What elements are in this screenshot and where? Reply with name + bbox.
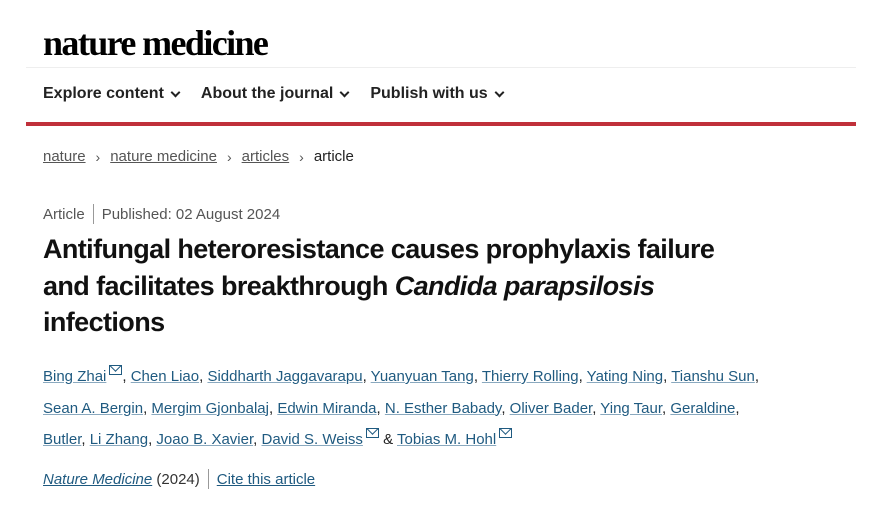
- chevron-right-icon: ›: [226, 148, 232, 165]
- chevron-down-icon: [494, 87, 505, 97]
- chevron-down-icon: [170, 87, 181, 97]
- author-link[interactable]: Joao B. Xavier: [156, 431, 254, 448]
- author-link[interactable]: Bing Zhai: [43, 368, 107, 385]
- author-link[interactable]: Geraldine: [670, 399, 736, 417]
- author-link[interactable]: Ying Taur: [600, 399, 663, 417]
- author-link[interactable]: Thierry Rolling: [481, 368, 579, 385]
- journal-link[interactable]: Nature Medicine: [43, 470, 153, 488]
- author-link[interactable]: N. Esther Babady: [384, 399, 502, 417]
- author-link[interactable]: Oliver Bader: [509, 399, 593, 417]
- main-nav: Explore content About the journal Publis…: [43, 85, 505, 103]
- title-line: Antifungal heteroresistance causes proph…: [43, 234, 715, 264]
- nav-publish-with-us[interactable]: Publish with us: [370, 85, 505, 103]
- author-link[interactable]: Edwin Miranda: [277, 399, 377, 417]
- breadcrumb-nature[interactable]: nature: [43, 148, 86, 165]
- published-date: Published: 02 August 2024: [101, 205, 281, 223]
- author-link[interactable]: Butler: [43, 431, 82, 448]
- nav-explore-content[interactable]: Explore content: [43, 85, 181, 103]
- author-link[interactable]: Siddharth Jaggavarapu: [207, 368, 363, 385]
- author-link[interactable]: David S. Weiss: [261, 431, 363, 448]
- breadcrumb-nature-medicine[interactable]: nature medicine: [110, 148, 217, 165]
- author-link[interactable]: Chen Liao: [130, 368, 200, 385]
- article-title: Antifungal heteroresistance causes proph…: [43, 231, 715, 341]
- journal-logo[interactable]: nature medicine: [43, 23, 269, 63]
- accent-bar: [26, 122, 856, 126]
- author-link[interactable]: Mergim Gjonbalaj: [151, 399, 269, 417]
- author-link[interactable]: Tobias M. Hohl: [397, 431, 497, 448]
- chevron-right-icon: ›: [95, 148, 101, 165]
- author-link[interactable]: Yating Ning: [586, 368, 664, 385]
- email-icon[interactable]: [499, 428, 513, 438]
- article-type: Article: [43, 205, 85, 223]
- email-icon[interactable]: [109, 365, 123, 375]
- breadcrumb-articles[interactable]: articles: [241, 148, 290, 165]
- author-list: Bing Zhai, Chen Liao, Siddharth Jaggavar…: [43, 361, 759, 456]
- nav-label: Publish with us: [370, 85, 488, 102]
- cite-article-link[interactable]: Cite this article: [216, 470, 316, 488]
- nav-about-journal[interactable]: About the journal: [200, 85, 350, 103]
- author-link[interactable]: Li Zhang: [89, 431, 149, 448]
- title-species: Candida parapsilosis: [394, 270, 655, 301]
- divider: [26, 67, 856, 68]
- divider: [92, 204, 94, 224]
- year: (2024): [156, 470, 200, 488]
- breadcrumb-current: article: [313, 148, 354, 165]
- nav-label: Explore content: [43, 85, 164, 102]
- author-link[interactable]: Tianshu Sun: [671, 368, 755, 385]
- divider: [207, 469, 209, 489]
- breadcrumb: nature › nature medicine › articles › artic…: [43, 148, 354, 165]
- citation-line: Nature Medicine (2024) Cite this article: [43, 469, 315, 489]
- email-icon[interactable]: [365, 428, 379, 438]
- author-link[interactable]: Yuanyuan Tang: [370, 368, 474, 385]
- title-line: and facilitates breakthrough: [43, 270, 395, 301]
- title-line: infections: [43, 307, 165, 337]
- author-link[interactable]: Sean A. Bergin: [43, 399, 144, 417]
- article-meta: Article Published: 02 August 2024: [43, 204, 280, 224]
- nav-label: About the journal: [200, 85, 334, 102]
- chevron-right-icon: ›: [299, 148, 304, 165]
- chevron-down-icon: [339, 87, 350, 97]
